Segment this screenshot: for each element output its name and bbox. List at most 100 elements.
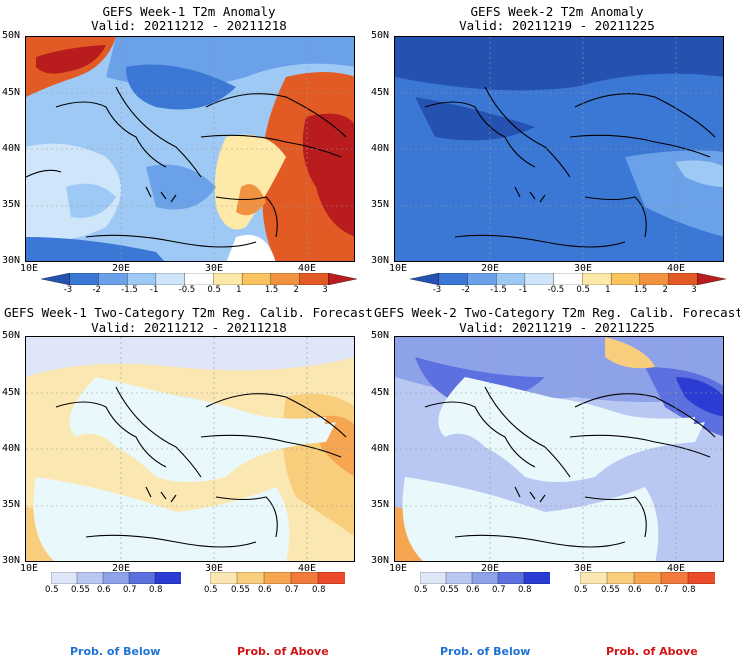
colorbar-swatch — [639, 273, 669, 285]
colorbar-swatch — [524, 273, 555, 285]
colorbar-tick-label: 1.5 — [633, 285, 648, 295]
panel3-title: GEFS Week-1 Two-Category T2m Reg. Calib.… — [4, 305, 373, 320]
colorbar-swatch — [290, 572, 319, 584]
colorbar-swatch — [155, 273, 186, 285]
colorbar-swatch — [633, 572, 662, 584]
panel3-lon-40: 40E — [298, 563, 317, 574]
panel4-lat-45: 45N — [371, 387, 390, 398]
panel4-above-caption: Prob. of Above — [606, 645, 698, 658]
panel3-map — [25, 336, 355, 562]
colorbar-swatch — [76, 572, 104, 584]
panel3-lat-45: 45N — [2, 387, 21, 398]
colorbar-tick-label: 0.55 — [231, 585, 250, 595]
colorbar-swatch — [241, 273, 272, 285]
colorbar-swatch — [51, 572, 78, 584]
colorbar-swatch — [270, 273, 300, 285]
colorbar-swatch — [299, 273, 329, 285]
colorbar-tick-label: -2 — [92, 285, 101, 295]
panel4-below-caption: Prob. of Below — [440, 645, 531, 658]
colorbar-swatch — [410, 273, 439, 285]
panel3-lat-50: 50N — [2, 330, 21, 341]
colorbar-swatch — [328, 273, 357, 285]
colorbar-tick-label: 0.7 — [285, 585, 299, 595]
colorbar-tick-label: 0.8 — [682, 585, 696, 595]
panel2-valid: Valid: 20211219 - 20211225 — [459, 18, 655, 33]
panel3-below-swatches — [51, 572, 181, 584]
panel3-lon-10: 10E — [20, 563, 39, 574]
panel2-colorbar-swatches — [410, 273, 726, 285]
colorbar-tick-label: 0.8 — [149, 585, 163, 595]
colorbar-tick-label: 0.6 — [628, 585, 642, 595]
colorbar-swatch — [213, 273, 243, 285]
colorbar-tick-label: -1 — [518, 285, 528, 295]
colorbar-tick-label: 0.5 — [576, 285, 590, 295]
colorbar-tick-label: 0.5 — [414, 585, 428, 595]
colorbar-tick-label: 0.5 — [207, 285, 221, 295]
colorbar-swatch — [497, 572, 525, 584]
panel1-valid: Valid: 20211212 - 20211218 — [91, 18, 287, 33]
panel2-lat-40: 40N — [371, 143, 390, 154]
colorbar-tick-label: 0.6 — [97, 585, 111, 595]
panel2-colorbar — [410, 273, 726, 285]
panel3-below-caption: Prob. of Below — [70, 645, 161, 658]
panel1-title: GEFS Week-1 T2m Anomaly — [102, 4, 276, 19]
colorbar-tick-label: -0.5 — [547, 285, 565, 295]
panel2-lat-45: 45N — [371, 87, 390, 98]
colorbar-swatch — [263, 572, 292, 584]
colorbar-tick-label: -3 — [432, 285, 442, 295]
panel3-lon-20: 20E — [112, 563, 131, 574]
colorbar-tick-label: 0.8 — [518, 585, 532, 595]
colorbar-tick-label: -3 — [63, 285, 73, 295]
colorbar-swatch — [668, 273, 698, 285]
colorbar-swatch — [687, 572, 715, 584]
panel3-lat-40: 40N — [2, 443, 21, 454]
colorbar-tick-label: -0.5 — [178, 285, 196, 295]
colorbar-tick-label: 0.7 — [655, 585, 669, 595]
colorbar-swatch — [102, 572, 130, 584]
panel3-above-swatches — [210, 572, 345, 584]
colorbar-tick-label: 0.5 — [45, 585, 59, 595]
panel1-coastlines — [26, 86, 347, 248]
colorbar-swatch — [582, 273, 612, 285]
panel1-lat-30: 30N — [2, 255, 21, 266]
colorbar-swatch — [438, 273, 468, 285]
colorbar-tick-label: 1 — [605, 285, 611, 295]
colorbar-tick-label: 0.55 — [71, 585, 90, 595]
panel2-map — [394, 36, 724, 262]
panel3-lat-35: 35N — [2, 499, 21, 510]
colorbar-swatch — [610, 273, 641, 285]
colorbar-tick-label: 0.5 — [204, 585, 218, 595]
panel4-lat-50: 50N — [371, 330, 390, 341]
colorbar-tick-label: 0.7 — [123, 585, 137, 595]
panel1-lat-40: 40N — [2, 143, 21, 154]
panel3-above-caption: Prob. of Above — [237, 645, 329, 658]
panel4-title: GEFS Week-2 Two-Category T2m Reg. Calib.… — [374, 305, 740, 320]
colorbar-swatch — [697, 273, 726, 285]
colorbar-swatch — [236, 572, 265, 584]
panel2-lat-50: 50N — [371, 30, 390, 41]
colorbar-tick-label: 0.5 — [574, 585, 588, 595]
panel2-map-graphic — [395, 37, 723, 261]
colorbar-swatch — [69, 273, 99, 285]
panel1-lat-45: 45N — [2, 87, 21, 98]
colorbar-tick-label: -1.5 — [121, 285, 138, 295]
panel2-lat-35: 35N — [371, 199, 390, 210]
colorbar-swatch — [580, 572, 608, 584]
colorbar-tick-label: -1 — [149, 285, 159, 295]
panel1-map-graphic — [26, 37, 354, 261]
colorbar-tick-label: 0.6 — [258, 585, 272, 595]
colorbar-swatch — [317, 572, 345, 584]
colorbar-tick-label: 1.5 — [264, 285, 279, 295]
panel3-above-colorbar — [210, 572, 345, 584]
panel1-lon-20: 20E — [112, 263, 131, 274]
colorbar-swatch — [127, 273, 157, 285]
panel4-valid: Valid: 20211219 - 20211225 — [459, 320, 655, 335]
panel1-colorbar-swatches — [41, 273, 357, 285]
panel4-below-swatches — [420, 572, 550, 584]
colorbar-tick-label: 3 — [322, 285, 328, 295]
panel1-lat-35: 35N — [2, 199, 21, 210]
panel4-lon-20: 20E — [481, 563, 500, 574]
colorbar-tick-label: 2 — [293, 285, 299, 295]
colorbar-tick-label: -2 — [461, 285, 470, 295]
colorbar-tick-label: 0.55 — [601, 585, 620, 595]
